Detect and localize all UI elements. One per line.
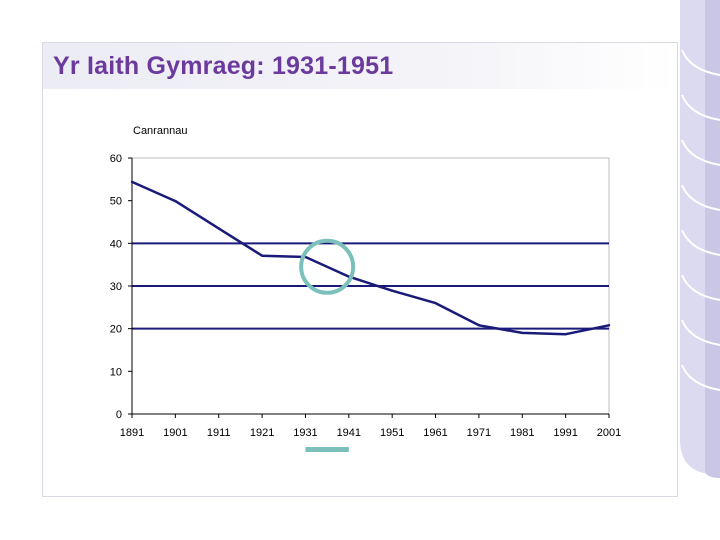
x-tick-label: 1951 xyxy=(380,427,404,439)
x-tick-label: 1901 xyxy=(163,427,187,439)
data-point xyxy=(607,324,611,327)
data-point xyxy=(260,254,264,257)
slide-title: Yr Iaith Gymraeg: 1931-1951 xyxy=(53,52,394,80)
y-tick-label: 0 xyxy=(116,409,122,421)
series-line xyxy=(131,180,610,336)
data-point xyxy=(434,301,437,305)
x-tick-label: 1991 xyxy=(553,427,577,439)
x-tick-label: 2001 xyxy=(597,427,621,439)
y-tick-label: 50 xyxy=(110,196,122,208)
x-tick-label: 1961 xyxy=(423,427,447,439)
data-point xyxy=(390,289,394,292)
data-point xyxy=(130,180,134,184)
x-tick-label: 1931 xyxy=(293,427,317,439)
highlight-bar xyxy=(305,447,349,452)
x-tick-label: 1981 xyxy=(510,427,534,439)
y-tick-label: 60 xyxy=(110,153,122,165)
x-tick-label: 1911 xyxy=(207,427,231,439)
data-point xyxy=(217,227,220,230)
data-point xyxy=(477,324,481,327)
y-tick-label: 30 xyxy=(110,281,122,293)
x-tick-label: 1941 xyxy=(337,427,361,439)
x-tick-label: 1921 xyxy=(250,427,274,439)
y-tick-label: 40 xyxy=(110,238,122,250)
highlight-circle xyxy=(299,238,356,295)
data-point xyxy=(564,333,567,336)
x-tick-label: 1891 xyxy=(120,427,144,439)
y-tick-label: 10 xyxy=(110,366,122,378)
x-tick-label: 1971 xyxy=(467,427,491,439)
y-axis-title: Canrannau xyxy=(133,125,187,137)
y-tick-label: 20 xyxy=(110,324,122,336)
slide-frame xyxy=(42,42,678,497)
title-band xyxy=(43,43,677,89)
data-point xyxy=(174,199,177,203)
right-decoration xyxy=(680,0,720,478)
data-point xyxy=(521,331,524,335)
